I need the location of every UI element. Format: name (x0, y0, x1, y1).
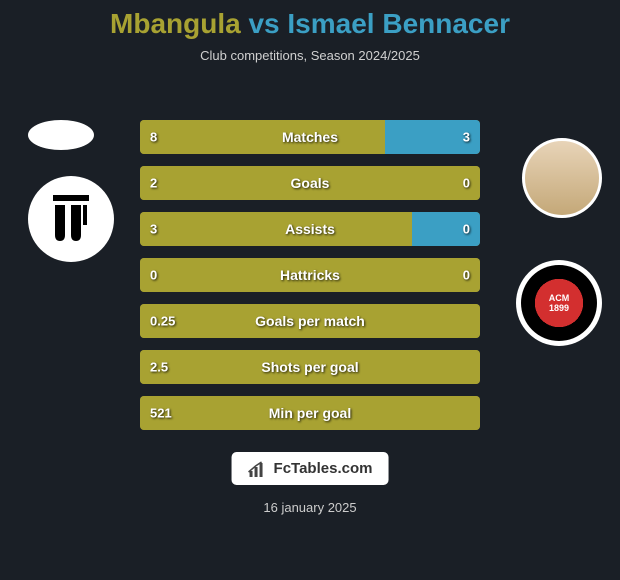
club-right-line1: ACM (549, 293, 570, 303)
club-right-line2: 1899 (549, 303, 569, 313)
chart-icon (248, 461, 268, 477)
comparison-title: Mbangula vs Ismael Bennacer (0, 0, 620, 40)
player1-name: Mbangula (110, 8, 241, 39)
club-left-badge (28, 176, 114, 262)
stat-bar: Hattricks 0 0 (140, 258, 480, 292)
stat-bar: Matches 8 3 (140, 120, 480, 154)
stat-value-right: 0 (463, 176, 470, 191)
stat-value-left: 8 (150, 130, 157, 145)
stat-bar: Goals per match 0.25 (140, 304, 480, 338)
footer-site-badge: FcTables.com (232, 452, 389, 485)
footer-date: 16 january 2025 (263, 500, 356, 515)
stat-label: Assists (285, 221, 335, 237)
player2-name: Ismael Bennacer (287, 8, 510, 39)
stat-label: Hattricks (280, 267, 340, 283)
stat-label: Shots per goal (261, 359, 358, 375)
juventus-logo-icon (43, 191, 99, 247)
stat-value-right: 0 (463, 222, 470, 237)
footer-site-text: FcTables.com (274, 460, 373, 477)
stat-value-right: 0 (463, 268, 470, 283)
stat-label: Min per goal (269, 405, 351, 421)
stat-bar: Min per goal 521 (140, 396, 480, 430)
stat-bar: Goals 2 0 (140, 166, 480, 200)
stat-label: Matches (282, 129, 338, 145)
stat-value-left: 3 (150, 222, 157, 237)
stat-label: Goals (291, 175, 330, 191)
bar-fill-left (140, 212, 412, 246)
stat-value-left: 2.5 (150, 360, 168, 375)
stat-value-left: 2 (150, 176, 157, 191)
stat-label: Goals per match (255, 313, 365, 329)
nation-placeholder-icon (28, 120, 94, 150)
player2-photo (522, 138, 602, 218)
bar-fill-left (140, 120, 385, 154)
stat-value-left: 0.25 (150, 314, 175, 329)
stat-bar: Assists 3 0 (140, 212, 480, 246)
stat-value-left: 521 (150, 406, 172, 421)
vs-text: vs (248, 8, 279, 39)
club-right-badge: ACM 1899 (516, 260, 602, 346)
stat-bar: Shots per goal 2.5 (140, 350, 480, 384)
stats-container: Matches83Goals20Assists30Hattricks00Goal… (140, 120, 480, 442)
stat-value-left: 0 (150, 268, 157, 283)
acmilan-logo-icon: ACM 1899 (521, 265, 597, 341)
subtitle: Club competitions, Season 2024/2025 (0, 48, 620, 63)
stat-value-right: 3 (463, 130, 470, 145)
